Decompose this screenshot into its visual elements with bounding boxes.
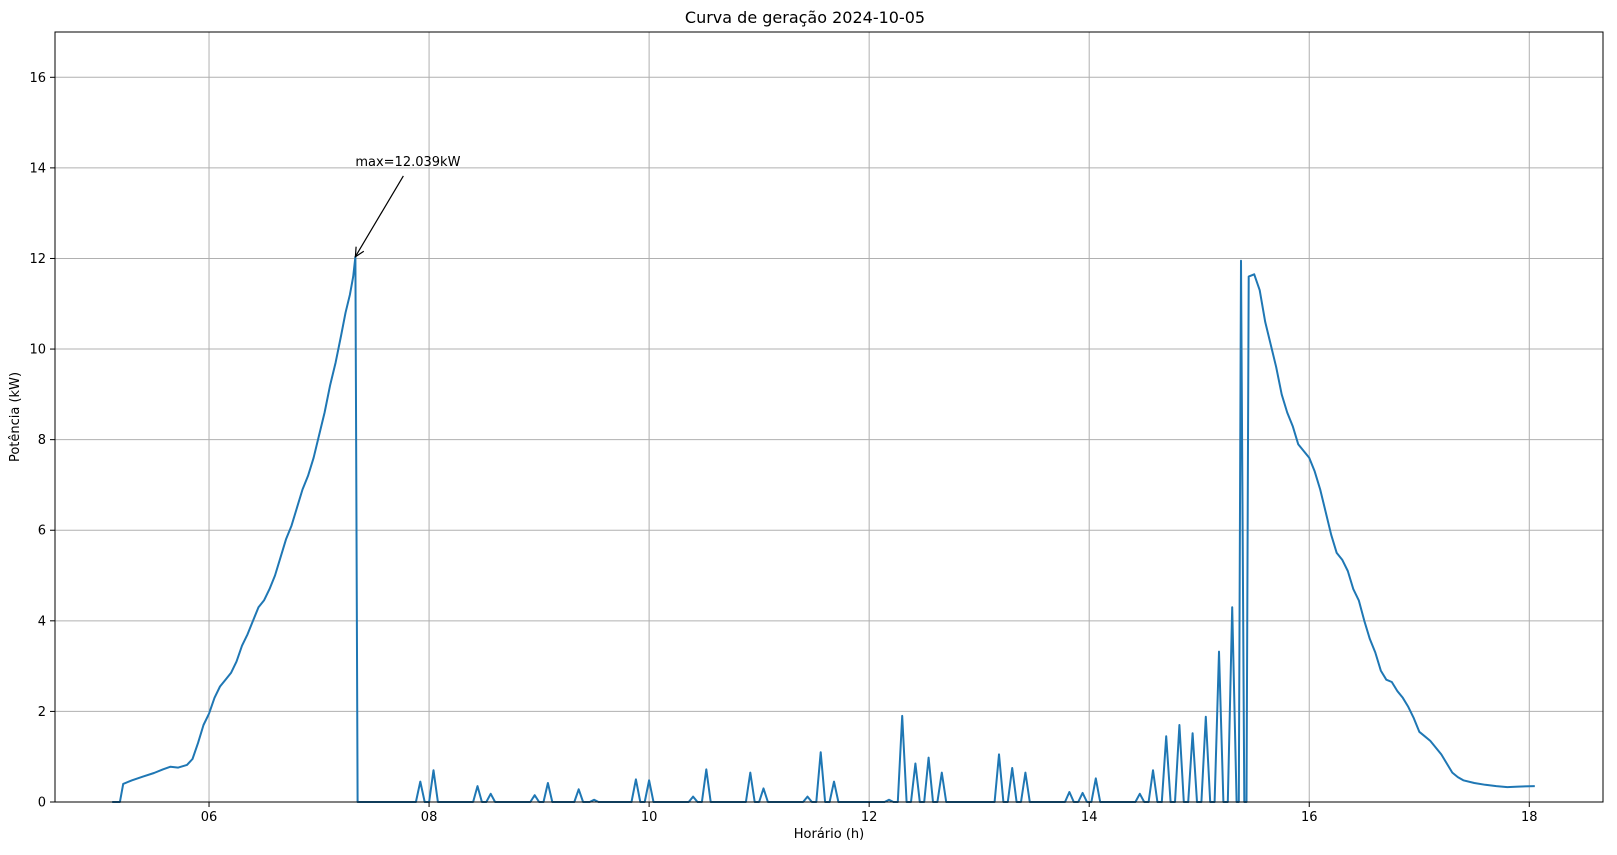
y-tick-label: 12 <box>29 252 46 267</box>
chart-title: Curva de geração 2024-10-05 <box>685 8 925 27</box>
x-tick-label: 16 <box>1301 810 1318 825</box>
y-tick-label: 8 <box>38 433 46 448</box>
y-tick-label: 10 <box>29 343 46 358</box>
x-axis-ticks: 06 08 10 12 14 16 18 <box>201 802 1538 825</box>
annotation-arrow <box>354 175 404 258</box>
x-tick-label: 08 <box>421 810 438 825</box>
x-tick-label: 10 <box>641 810 658 825</box>
y-tick-label: 6 <box>38 524 46 539</box>
y-tick-label: 4 <box>38 614 46 629</box>
y-tick-label: 0 <box>38 796 46 811</box>
y-tick-label: 16 <box>29 71 46 86</box>
y-axis-label: Potência (kW) <box>8 372 23 462</box>
x-tick-label: 18 <box>1521 810 1538 825</box>
x-axis-label: Horário (h) <box>794 827 864 842</box>
y-axis-ticks: 0 2 4 6 8 10 12 14 16 <box>29 71 55 811</box>
annotation-layer: max=12.039kW <box>354 155 461 258</box>
y-tick-label: 14 <box>29 161 46 176</box>
x-tick-label: 06 <box>201 810 218 825</box>
plot-frame <box>54 31 1604 803</box>
x-tick-label: 14 <box>1081 810 1098 825</box>
max-annotation-label: max=12.039kW <box>355 155 460 170</box>
grid-lines <box>55 32 1603 803</box>
y-tick-label: 2 <box>38 705 46 720</box>
annotation-arrowhead <box>354 246 365 258</box>
x-tick-label: 12 <box>861 810 878 825</box>
